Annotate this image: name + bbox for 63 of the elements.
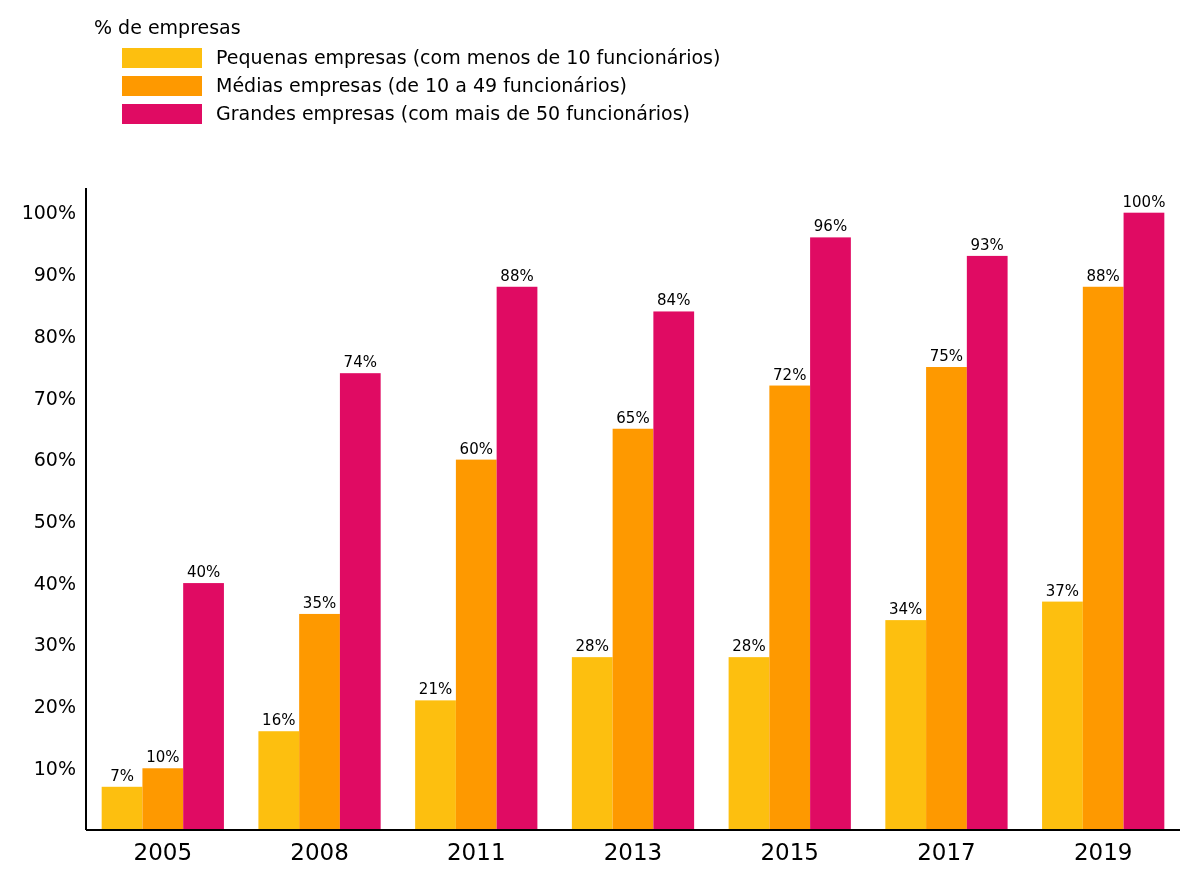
- data-label: 74%: [343, 353, 377, 372]
- data-label: 84%: [657, 291, 691, 310]
- bar: [1123, 212, 1165, 830]
- data-label: 37%: [1045, 581, 1080, 600]
- data-label: 65%: [616, 408, 650, 427]
- bar: [142, 768, 184, 830]
- y-tick-label: 90%: [33, 263, 76, 286]
- x-tick-label: 2017: [917, 839, 976, 865]
- x-tick-label: 2019: [1073, 839, 1133, 865]
- bar: [101, 786, 143, 830]
- x-tick-label: 2013: [603, 839, 663, 865]
- bar: [926, 367, 967, 830]
- data-label: 88%: [1086, 266, 1120, 285]
- data-label: 60%: [459, 439, 493, 458]
- y-tick-label: 50%: [33, 510, 76, 532]
- bar: [653, 311, 695, 830]
- y-tick-label: 10%: [33, 756, 76, 779]
- data-label: 21%: [418, 680, 453, 699]
- data-label: 28%: [732, 637, 766, 656]
- y-tick-label: 80%: [33, 324, 76, 347]
- legend-label: Grandes empresas (com mais de 50 funcionários): [216, 102, 690, 124]
- bar: [415, 700, 456, 830]
- data-label: 7%: [110, 766, 134, 785]
- bar: [299, 613, 340, 830]
- bar: [339, 373, 381, 830]
- data-label: 16%: [262, 711, 296, 730]
- data-label: 72%: [773, 365, 807, 384]
- legend-label: Médias empresas (de 10 a 49 funcionários): [216, 74, 627, 96]
- y-tick-label: 70%: [33, 386, 76, 409]
- y-tick-label: 100%: [21, 201, 76, 224]
- x-tick-label: 2005: [133, 839, 193, 865]
- data-label: 96%: [813, 217, 848, 236]
- data-label: 93%: [970, 235, 1004, 254]
- data-label: 10%: [146, 748, 180, 767]
- bar: [258, 731, 300, 830]
- legend-label: Pequenas empresas (com menos de 10 funcionários): [216, 46, 721, 68]
- data-label: 28%: [575, 637, 609, 656]
- y-tick-label: 40%: [33, 571, 76, 594]
- bar: [728, 657, 770, 830]
- y-tick-label: 30%: [33, 633, 76, 656]
- bar: [183, 583, 224, 830]
- bar: [769, 385, 811, 830]
- bar: [455, 459, 497, 830]
- data-label: 100%: [1122, 192, 1166, 211]
- x-tick-label: 2008: [290, 839, 349, 865]
- data-label: 88%: [500, 266, 534, 285]
- bar: [1082, 286, 1124, 830]
- bar: [1042, 601, 1083, 830]
- data-label: 35%: [302, 593, 337, 612]
- data-label: 40%: [186, 563, 221, 582]
- bar: [612, 428, 654, 830]
- bar: [810, 237, 851, 830]
- bar: [885, 620, 927, 830]
- bar: [496, 286, 538, 830]
- y-tick-label: 60%: [33, 448, 76, 471]
- bar: [571, 657, 613, 830]
- x-tick-label: 2011: [446, 839, 506, 865]
- data-label: 34%: [889, 600, 923, 619]
- bar: [966, 255, 1008, 830]
- x-tick-label: 2015: [760, 839, 820, 865]
- y-tick-label: 20%: [33, 695, 76, 718]
- legend-title: % de empresas: [94, 16, 241, 38]
- data-label: 75%: [929, 347, 964, 366]
